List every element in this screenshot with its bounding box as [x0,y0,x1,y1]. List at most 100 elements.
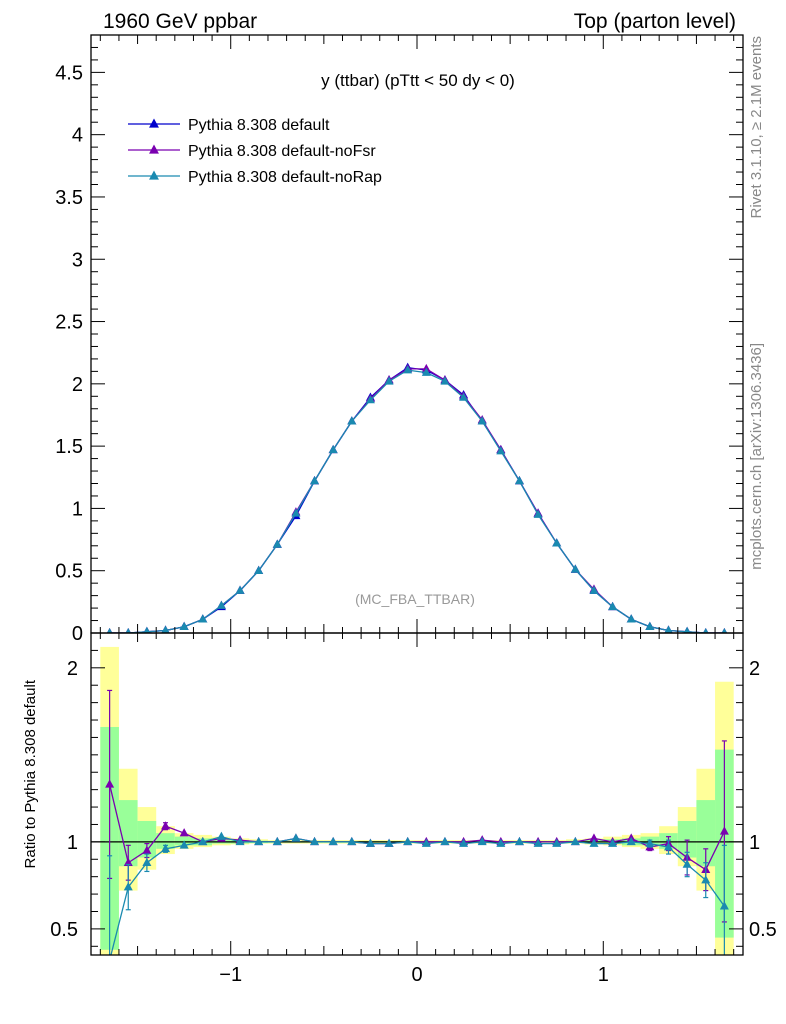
data-point [459,392,469,401]
y-tick-label: 4.5 [55,62,83,84]
header-right-label: Top (parton level) [574,10,736,33]
axes-group: −1 0 1 0 0.5 1 1.5 2 2.5 3 3.5 4 4.5 0.5 0.5 1 1 2 2 [50,34,777,986]
band-green-bin [137,820,157,858]
data-point [496,446,506,455]
legend-marker [149,118,159,128]
ratio-point [459,838,469,847]
data-point [347,416,357,425]
ratio-point [235,836,245,846]
ratio-point [403,836,413,846]
y-tick-label: 1.5 [55,436,83,458]
legend-marker [149,144,159,154]
ratio-point [477,836,487,846]
ratio-point [589,838,599,847]
ratio-point [105,779,115,788]
ratio-y-tick-label: 1 [67,832,78,854]
x-tick-label: −1 [219,964,242,986]
data-point [626,614,636,623]
data-point [143,626,151,633]
y-tick-label: 3 [72,249,83,271]
data-point [310,476,320,485]
ratio-point [552,838,562,847]
data-point [533,509,543,518]
data-point [272,539,282,548]
y-tick-label: 3.5 [55,187,83,209]
y-tick-label: 0.5 [55,561,83,583]
band-green-bin [156,833,175,849]
ratio-line-1 [110,835,725,955]
band-green-bin [696,800,716,867]
ratio-point [608,838,618,847]
header-left-label: 1960 GeV ppbar [103,10,257,33]
ratio-point [514,836,524,846]
data-point [421,367,431,376]
ratio-y-tick-label-right: 2 [749,658,760,680]
ratio-point [701,875,711,884]
ratio-point [626,836,636,846]
rivet-version-label: Rivet 3.1.10, ≥ 2.1M events [748,36,765,219]
ratio-point [161,843,171,853]
data-point [721,628,728,633]
data-point [365,395,375,404]
data-point [161,625,170,633]
ratio-point [384,838,394,847]
data-point [235,585,245,594]
ratio-frame [90,632,744,956]
legend-label: Pythia 8.308 default [188,117,330,134]
legend-marker [149,170,159,180]
ratio-point [533,838,543,847]
data-point [683,626,691,633]
data-point [384,376,394,385]
band-green-bin [677,820,697,858]
y-tick-label: 4 [72,125,83,147]
y-tick-label: 2.5 [55,312,83,334]
ratio-point [328,836,338,846]
ratio-point [496,838,506,847]
series-line-2 [109,369,725,633]
legend-label: Pythia 8.308 default-noRap [188,169,382,186]
ratio-point [645,838,655,847]
data-point [106,628,113,633]
ratio-point [682,859,692,868]
ratio-uncertainty-bands [100,646,734,955]
plot-watermark: (MC_FBA_TTBAR) [355,591,475,607]
data-point [328,444,338,454]
data-point [198,614,208,623]
data-point [664,625,673,633]
ratio-point [589,833,599,842]
data-point [552,538,562,547]
data-point [608,601,618,611]
ratio-point [272,836,282,846]
ratio-point [291,833,301,842]
ratio-point [105,955,114,963]
data-point [179,621,189,631]
mcplots-label: mcplots.cern.ch [arXiv:1306.3436] [748,343,765,570]
ratio-point [663,842,673,851]
legend-label: Pythia 8.308 default-noFsr [188,143,376,160]
ratio-y-tick-label: 2 [67,658,78,680]
main-series-group [106,362,728,633]
band-green-bin [118,800,138,867]
ratio-point [719,901,729,910]
data-point [291,508,301,517]
ratio-point [123,882,133,891]
data-point [216,600,226,609]
ratio-point [440,836,450,846]
main-plot-title: y (ttbar) (pTtt < 50 dy < 0) [321,71,515,90]
ratio-point [179,828,189,837]
y-tick-label: 1 [72,498,83,520]
data-point [645,621,655,631]
ratio-point [365,838,375,847]
x-tick-label: 0 [411,964,422,986]
ratio-point [347,836,357,846]
data-point [440,376,450,385]
data-point [703,628,709,633]
ratio-point [421,838,431,847]
legend: Pythia 8.308 default Pythia 8.308 default… [128,117,382,186]
ratio-y-tick-label: 0.5 [50,919,78,941]
data-point [477,416,487,425]
data-point [254,565,264,574]
ratio-point [142,845,152,854]
data-point [589,585,599,594]
